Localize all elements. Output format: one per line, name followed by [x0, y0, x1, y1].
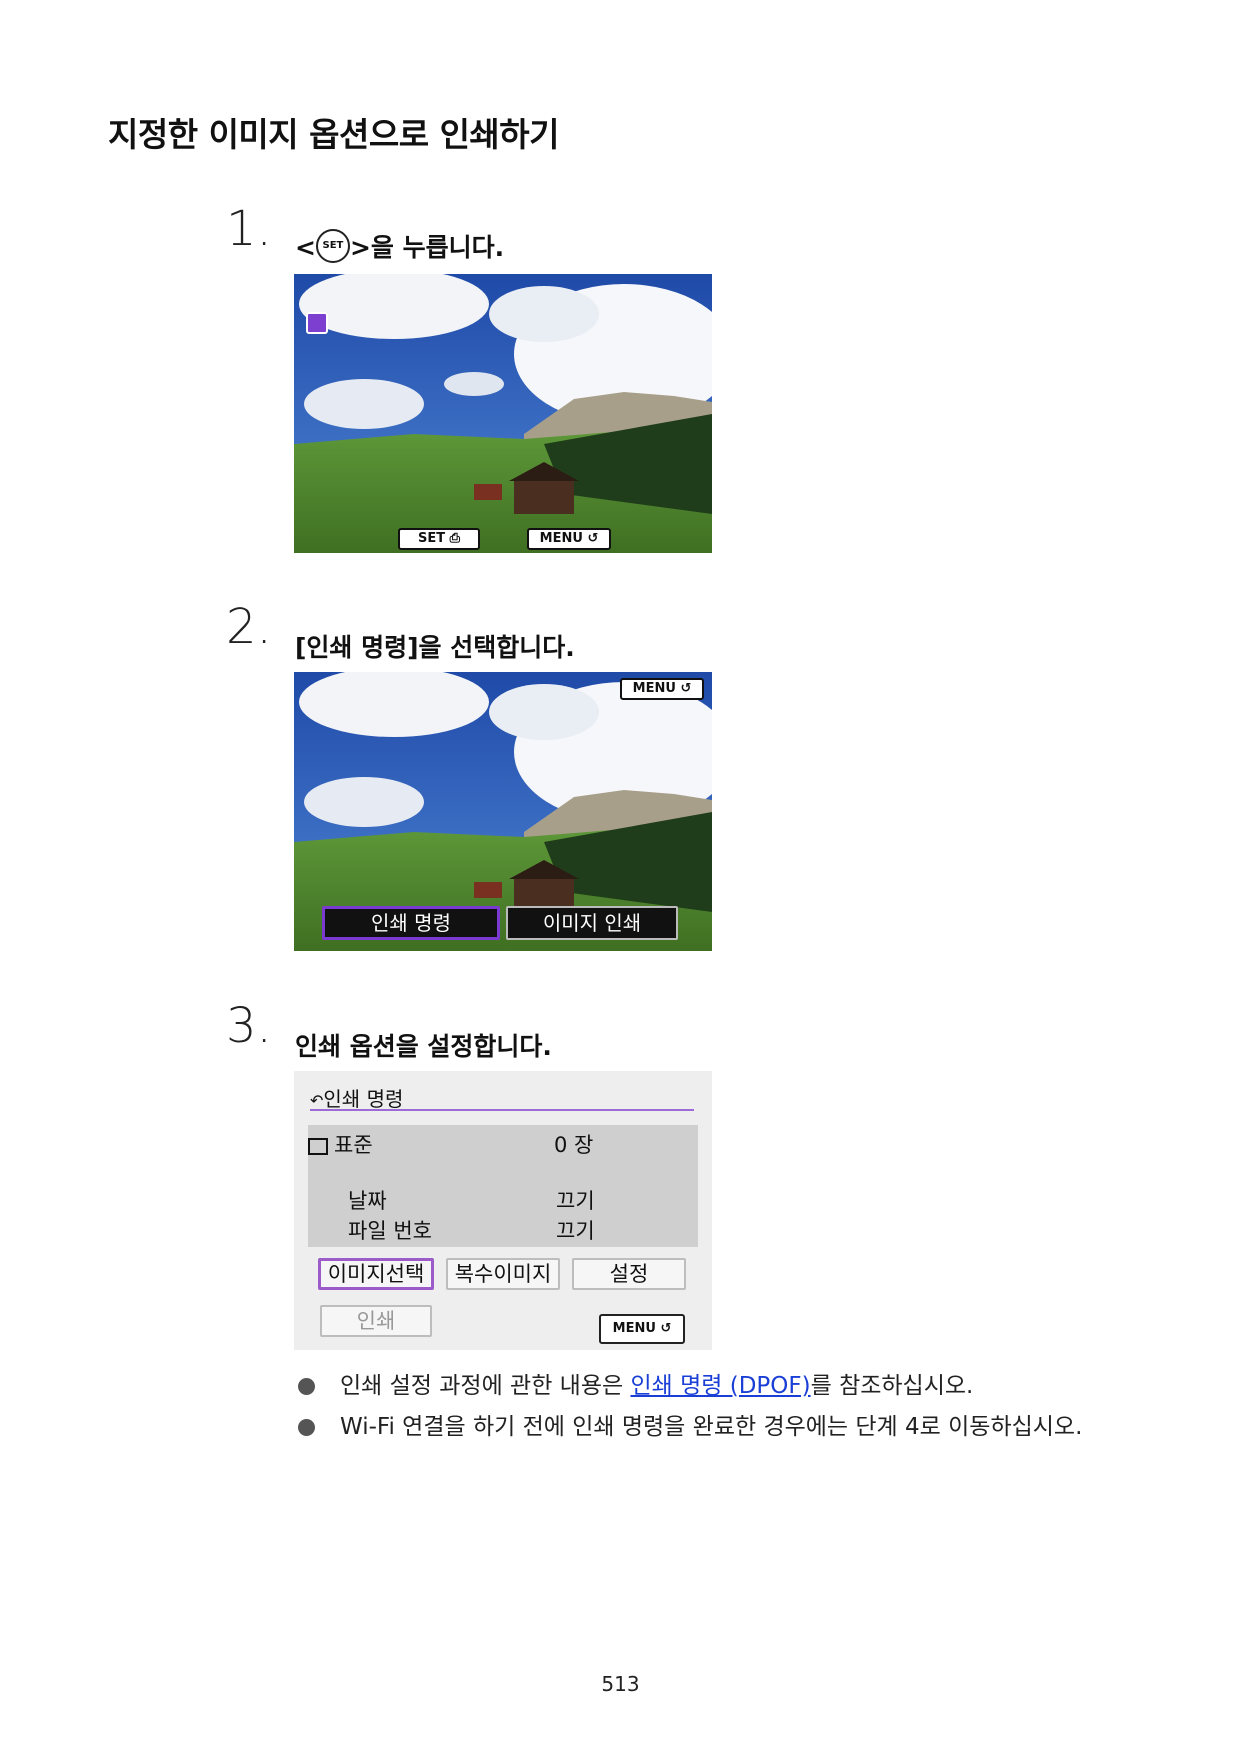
bullet-icon	[298, 1378, 315, 1395]
bullet-icon	[298, 1419, 315, 1436]
standard-row: 표준	[308, 1129, 373, 1159]
step-3-text: 인쇄 옵션을 설정합니다.	[295, 1032, 552, 1061]
date-label: 날짜	[348, 1189, 387, 1213]
step-1-number: 1.	[226, 201, 272, 257]
print-order-button[interactable]: 인쇄 명령	[322, 906, 500, 940]
standard-value: 0 장	[554, 1133, 594, 1157]
return-arrow-icon: ↶	[310, 1091, 324, 1110]
select-image-button[interactable]: 이미지선택	[318, 1258, 434, 1290]
date-value: 끄기	[556, 1189, 595, 1213]
settings-summary: 표준 0 장 날짜 끄기 파일 번호 끄기	[308, 1125, 698, 1247]
set-print-hint: SET ⎙	[398, 528, 480, 550]
image-print-button[interactable]: 이미지 인쇄	[506, 906, 678, 940]
step-1-suffix: >을 누릅니다.	[349, 233, 505, 262]
print-order-menu: ↶인쇄 명령 표준 0 장 날짜 끄기 파일 번호 끄기 이미지선택 복수이미지…	[294, 1071, 712, 1350]
step-2-number: 2.	[226, 599, 272, 655]
page-title: 지정한 이미지 옵션으로 인쇄하기	[108, 115, 560, 154]
print-order-icon	[306, 312, 328, 334]
step-1-prefix: <	[295, 233, 316, 262]
step-1-text: < SET >을 누릅니다.	[295, 228, 504, 266]
print-type-icon	[308, 1137, 328, 1155]
multiple-images-button[interactable]: 복수이미지	[446, 1258, 560, 1290]
landscape-photo-1	[294, 274, 712, 553]
print-order-dpof-link[interactable]: 인쇄 명령 (DPOF)	[630, 1373, 811, 1399]
camera-screen-2: MENU ↺ 인쇄 명령 이미지 인쇄	[294, 672, 712, 951]
set-button-icon: SET	[315, 229, 350, 263]
page-number: 513	[601, 1672, 640, 1696]
notes-list: 인쇄 설정 과정에 관한 내용은 인쇄 명령 (DPOF)를 참조하십시오. W…	[294, 1371, 1134, 1453]
file-number-value: 끄기	[556, 1219, 595, 1243]
setup-button[interactable]: 설정	[572, 1258, 686, 1290]
camera-screen-1: SET ⎙ MENU ↺	[294, 274, 712, 553]
menu-back-button[interactable]: MENU ↺	[599, 1314, 685, 1344]
note-item: 인쇄 설정 과정에 관한 내용은 인쇄 명령 (DPOF)를 참조하십시오.	[294, 1371, 1134, 1402]
step-3-number: 3.	[226, 998, 272, 1054]
menu-back-hint: MENU ↺	[620, 678, 704, 700]
step-2-text: [인쇄 명령]을 선택합니다.	[295, 633, 575, 662]
menu-title: ↶인쇄 명령	[310, 1083, 694, 1111]
menu-back-hint: MENU ↺	[527, 528, 611, 550]
note-item: Wi-Fi 연결을 하기 전에 인쇄 명령을 완료한 경우에는 단계 4로 이동…	[294, 1412, 1134, 1443]
file-number-label: 파일 번호	[348, 1219, 432, 1243]
print-button[interactable]: 인쇄	[320, 1305, 432, 1337]
